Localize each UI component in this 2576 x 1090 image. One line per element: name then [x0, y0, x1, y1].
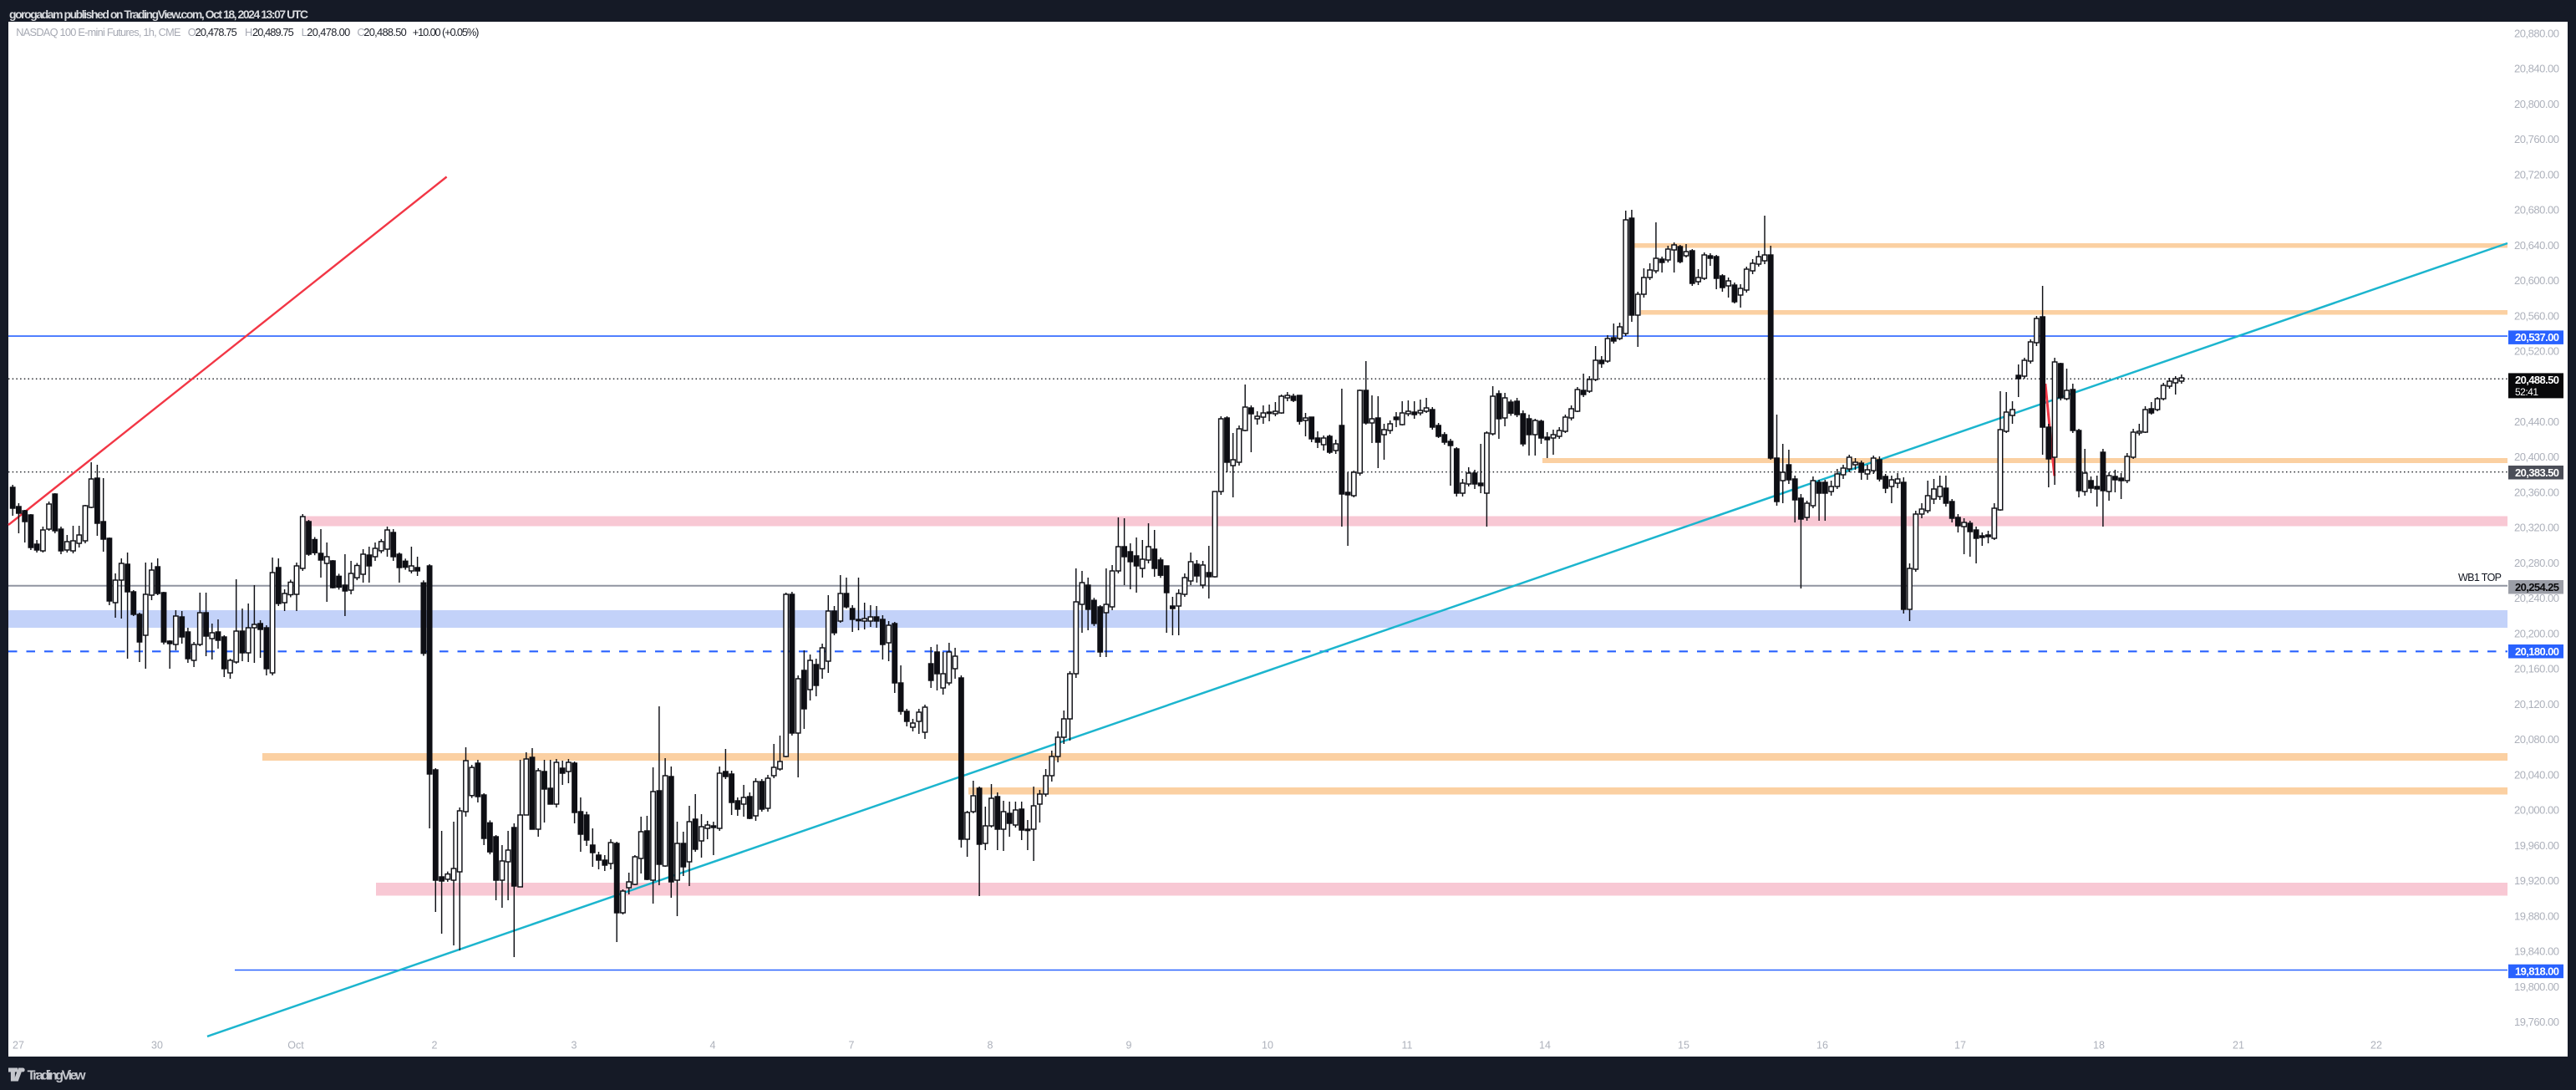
svg-text:20,040.00: 20,040.00 — [2514, 768, 2559, 781]
svg-text:20,640.00: 20,640.00 — [2514, 239, 2559, 252]
svg-text:8: 8 — [988, 1040, 993, 1052]
svg-text:3: 3 — [572, 1040, 577, 1052]
svg-text:20,254.25: 20,254.25 — [2515, 581, 2559, 593]
svg-text:20,280.00: 20,280.00 — [2514, 557, 2559, 569]
svg-text:20,488.50: 20,488.50 — [2515, 374, 2559, 386]
svg-text:19,840.00: 19,840.00 — [2514, 945, 2559, 958]
svg-text:11: 11 — [1402, 1040, 1413, 1052]
svg-text:4: 4 — [710, 1040, 716, 1052]
svg-text:20,760.00: 20,760.00 — [2514, 133, 2559, 145]
svg-text:20,000.00: 20,000.00 — [2514, 804, 2559, 817]
svg-text:20,080.00: 20,080.00 — [2514, 733, 2559, 746]
svg-text:NASDAQ 100 E-mini Futures, 1h,: NASDAQ 100 E-mini Futures, 1h, CME O20,47… — [16, 26, 479, 38]
svg-text:19,800.00: 19,800.00 — [2514, 980, 2559, 993]
svg-text:2: 2 — [432, 1040, 438, 1052]
svg-text:20,720.00: 20,720.00 — [2514, 168, 2559, 181]
svg-text:20,120.00: 20,120.00 — [2514, 698, 2559, 711]
svg-text:gorogadam published on Trading: gorogadam published on TradingView.com, … — [9, 8, 308, 21]
svg-text:27: 27 — [13, 1040, 24, 1052]
svg-text:18: 18 — [2093, 1040, 2105, 1052]
svg-text:20,180.00: 20,180.00 — [2515, 645, 2559, 658]
svg-text:20,800.00: 20,800.00 — [2514, 98, 2559, 110]
svg-text:20,880.00: 20,880.00 — [2514, 27, 2559, 39]
svg-text:20,240.00: 20,240.00 — [2514, 592, 2559, 604]
svg-text:7: 7 — [849, 1040, 855, 1052]
svg-text:19,760.00: 19,760.00 — [2514, 1016, 2559, 1028]
svg-text:Oct: Oct — [287, 1040, 304, 1052]
svg-text:19,960.00: 19,960.00 — [2514, 839, 2559, 852]
svg-text:17: 17 — [1954, 1040, 1966, 1052]
svg-text:15: 15 — [1678, 1040, 1689, 1052]
svg-text:20,600.00: 20,600.00 — [2514, 274, 2559, 287]
svg-text:WB1 TOP: WB1 TOP — [2458, 572, 2502, 583]
svg-text:20,440.00: 20,440.00 — [2514, 415, 2559, 428]
svg-text:20,560.00: 20,560.00 — [2514, 309, 2559, 322]
svg-text:20,537.00: 20,537.00 — [2515, 331, 2559, 344]
svg-text:20,160.00: 20,160.00 — [2514, 663, 2559, 675]
svg-text:10: 10 — [1262, 1040, 1273, 1052]
svg-text:20,520.00: 20,520.00 — [2514, 345, 2559, 358]
svg-text:20,680.00: 20,680.00 — [2514, 204, 2559, 216]
svg-text:19,880.00: 19,880.00 — [2514, 909, 2559, 922]
svg-text:20,320.00: 20,320.00 — [2514, 522, 2559, 534]
svg-text:20,383.50: 20,383.50 — [2515, 466, 2559, 479]
svg-text:22: 22 — [2370, 1040, 2382, 1052]
svg-text:20,360.00: 20,360.00 — [2514, 486, 2559, 499]
svg-text:20,200.00: 20,200.00 — [2514, 627, 2559, 639]
svg-text:20,400.00: 20,400.00 — [2514, 451, 2559, 463]
svg-text:52:41: 52:41 — [2515, 386, 2538, 398]
svg-text:30: 30 — [151, 1040, 163, 1052]
svg-text:TradingView: TradingView — [28, 1069, 87, 1083]
svg-text:19,920.00: 19,920.00 — [2514, 874, 2559, 887]
svg-text:14: 14 — [1539, 1040, 1551, 1052]
svg-text:16: 16 — [1816, 1040, 1828, 1052]
svg-text:21: 21 — [2233, 1040, 2244, 1052]
svg-text:20,840.00: 20,840.00 — [2514, 63, 2559, 75]
svg-text:9: 9 — [1126, 1040, 1132, 1052]
svg-text:19,818.00: 19,818.00 — [2515, 965, 2559, 978]
